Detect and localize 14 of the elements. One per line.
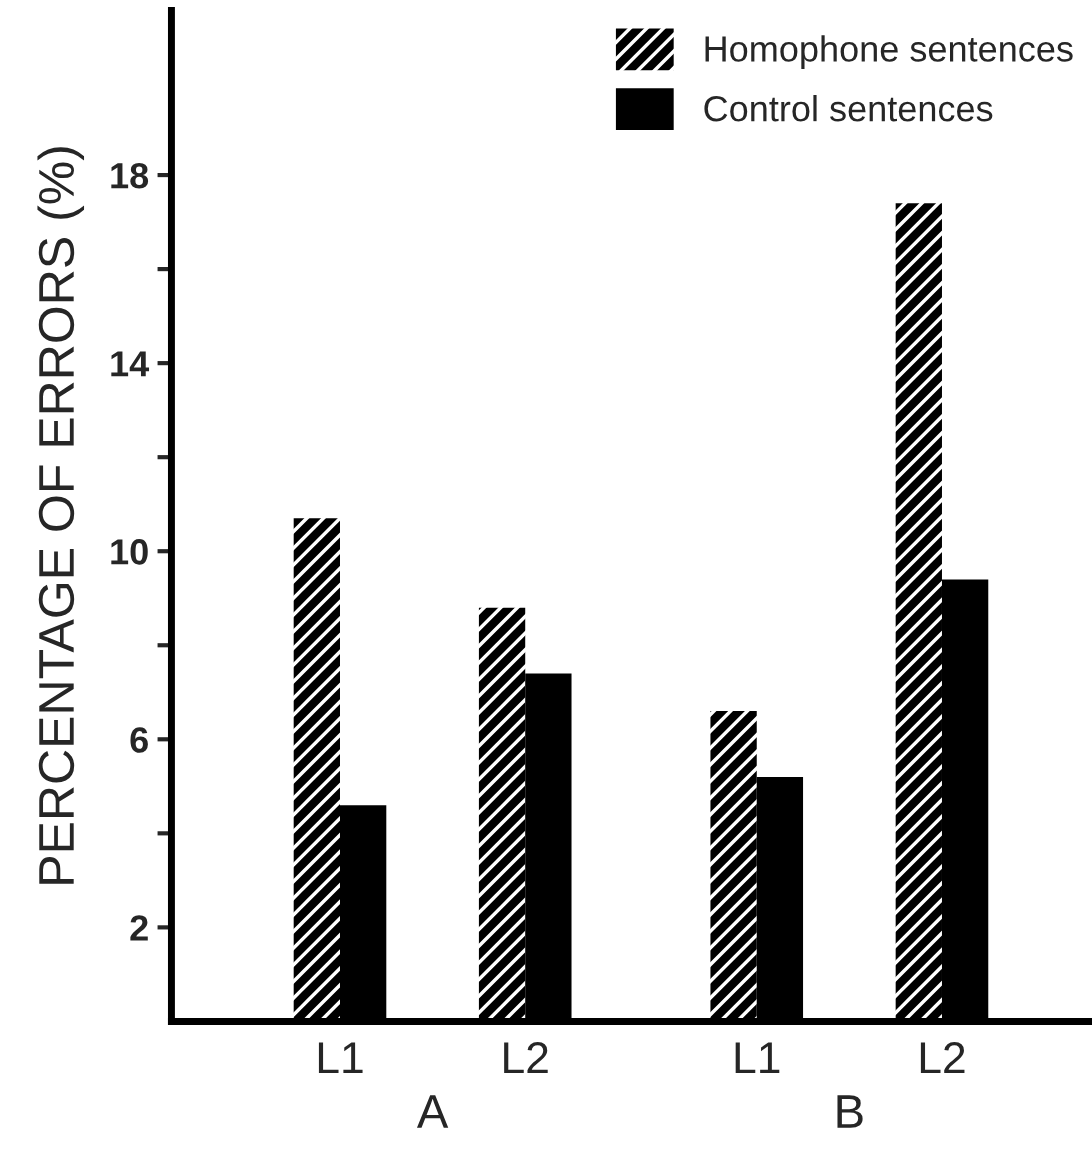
legend-label: Homophone sentences [705,35,1073,69]
x-tick-label: L1 [318,1042,363,1074]
text: B [837,1095,863,1128]
y-tick-label: 14 [111,351,150,377]
x-tick-label: L1 [735,1042,780,1074]
x-tick-label: L2 [920,1042,965,1074]
text: A [416,1095,449,1128]
y-tick-label: 2 [130,915,148,941]
y-axis-title: PERCENTAGE OF ERRORS (%) [37,147,85,884]
y-tick-label: 18 [111,162,149,189]
y-tick-label: 6 [130,727,148,753]
y-tick-label: 10 [111,539,148,565]
x-tick-label: L2 [504,1042,548,1074]
legend-label: Control sentences [704,95,993,122]
